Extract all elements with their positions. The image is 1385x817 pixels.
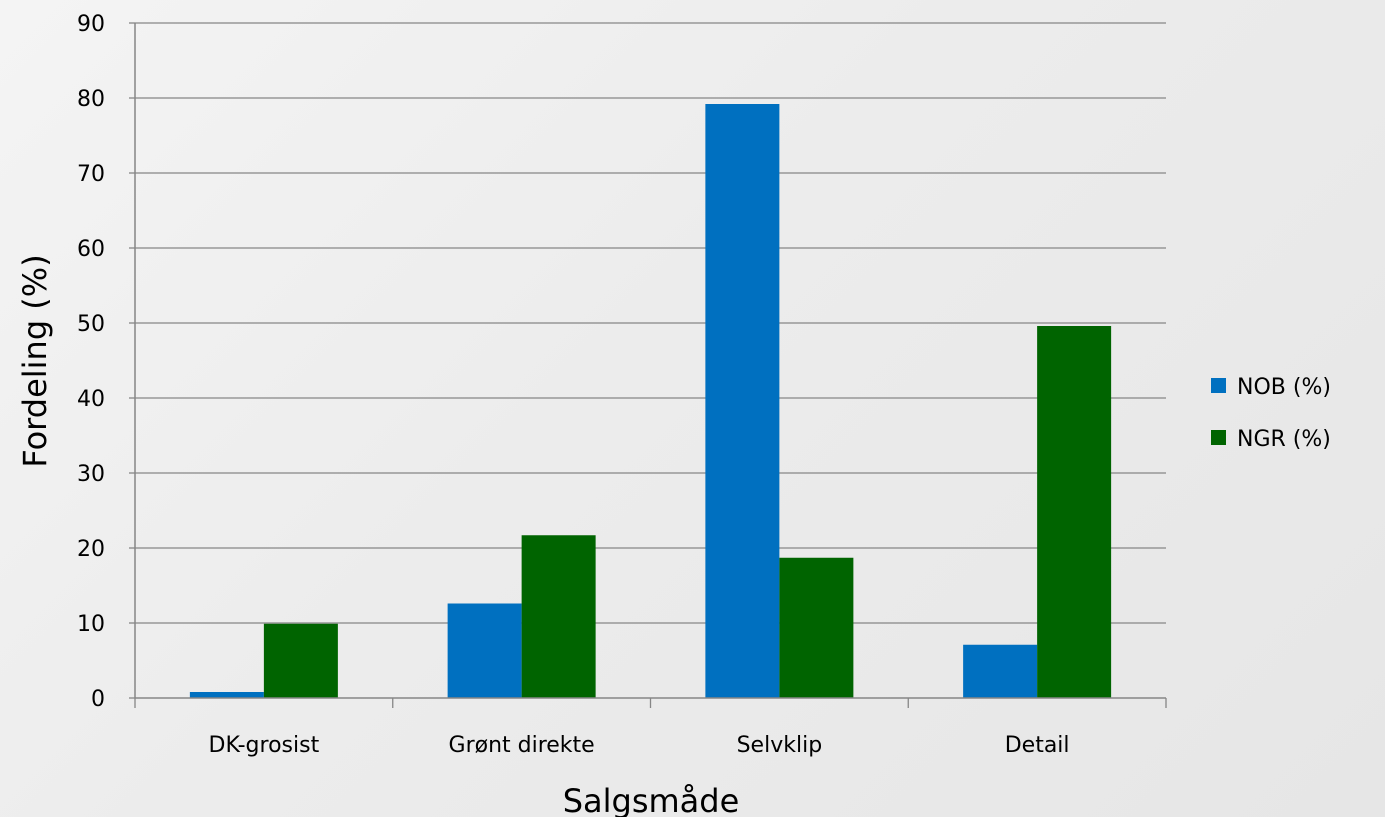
bar-ngr-1 xyxy=(521,535,596,698)
legend-swatch xyxy=(1211,378,1226,393)
y-tick-label: 20 xyxy=(77,537,105,562)
y-tick-label: 80 xyxy=(77,87,105,112)
y-tick-label: 90 xyxy=(77,12,105,37)
axes xyxy=(134,23,1166,699)
x-tick-label: Selvklip xyxy=(737,733,823,758)
bar-nob-1 xyxy=(447,603,522,698)
legend-label: NOB (%) xyxy=(1237,375,1331,400)
y-tick-label: 70 xyxy=(77,162,105,187)
y-tick-label: 50 xyxy=(77,312,105,337)
bar-ngr-0 xyxy=(263,623,338,698)
y-tick-label: 0 xyxy=(91,687,105,712)
y-axis-title: Fordeling (%) xyxy=(16,254,54,467)
x-tick-label: DK-grosist xyxy=(209,733,320,758)
bars xyxy=(189,104,1112,698)
y-tick-label: 10 xyxy=(77,612,105,637)
legend: NOB (%) NGR (%) xyxy=(1211,375,1331,452)
x-tick-label: Detail xyxy=(1005,733,1070,758)
x-axis-ticks: DK-grosist Grønt direkte Selvklip Detail xyxy=(134,698,1167,758)
gridlines xyxy=(135,22,1166,624)
y-tick-label: 60 xyxy=(77,237,105,262)
x-tick-label: Grønt direkte xyxy=(449,733,595,758)
y-tick-label: 40 xyxy=(77,387,105,412)
x-axis-title: Salgsmåde xyxy=(563,782,740,817)
y-axis-ticks: 0 10 20 30 40 50 60 70 80 90 xyxy=(77,12,135,712)
legend-label: NGR (%) xyxy=(1237,427,1331,452)
bar-nob-2 xyxy=(705,104,780,698)
legend-swatch xyxy=(1211,430,1226,445)
bar-ngr-2 xyxy=(779,557,854,698)
bar-ngr-3 xyxy=(1037,326,1112,698)
bar-nob-3 xyxy=(963,644,1038,698)
bar-nob-0 xyxy=(189,692,264,698)
y-tick-label: 30 xyxy=(77,462,105,487)
